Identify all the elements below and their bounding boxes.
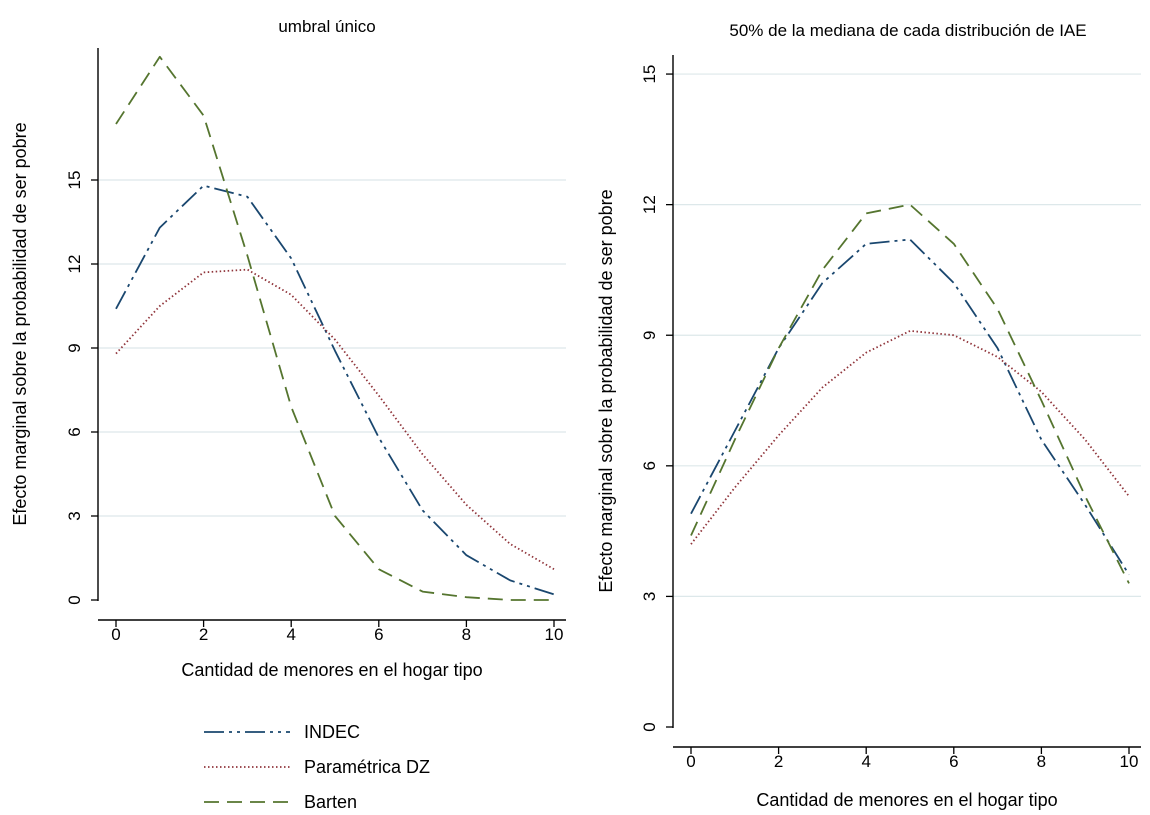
chart-title: umbral único <box>278 17 375 36</box>
y-tick-label: 0 <box>640 722 659 731</box>
y-tick-label: 15 <box>65 171 84 190</box>
y-axis-label: Efecto marginal sobre la probabilidad de… <box>596 189 616 592</box>
series-line-param-trica-dz <box>115 268 555 570</box>
series-line-barten <box>115 55 554 601</box>
series-line-indec <box>690 238 1130 576</box>
panel-mediana-iae: 0 3 6 9 12 15 0 2 4 6 8 10 50% de la mediana de cada… <box>596 21 1141 810</box>
y-tick-label: 3 <box>65 511 84 520</box>
x-axis-label: Cantidad de menores en el hogar tipo <box>181 660 482 680</box>
y-tick-label: 3 <box>640 592 659 601</box>
x-tick-label: 4 <box>861 752 870 771</box>
y-tick-label: 12 <box>65 255 84 274</box>
x-tick-label: 0 <box>686 752 695 771</box>
legend: INDEC Paramétrica DZ Barten <box>204 722 430 812</box>
y-tick-label: 12 <box>640 195 659 214</box>
x-tick-label: 10 <box>1120 752 1139 771</box>
x-tick-label: 8 <box>1037 752 1046 771</box>
x-tick-label: 0 <box>111 625 120 644</box>
x-tick-label: 10 <box>545 625 564 644</box>
series-line-barten <box>690 203 1130 584</box>
y-axis-label: Efecto marginal sobre la probabilidad de… <box>10 122 30 525</box>
chart-title: 50% de la mediana de cada distribución d… <box>729 21 1086 40</box>
y-tick-label: 0 <box>65 595 84 604</box>
y-tick-label: 6 <box>640 461 659 470</box>
legend-label: INDEC <box>304 722 360 742</box>
y-tick-label: 9 <box>640 331 659 340</box>
y-tick-label: 15 <box>640 65 659 84</box>
y-tick-label: 9 <box>65 343 84 352</box>
x-tick-label: 2 <box>199 625 208 644</box>
y-tick-label: 6 <box>65 427 84 436</box>
series-line-param-trica-dz <box>690 329 1130 545</box>
x-tick-label: 8 <box>462 625 471 644</box>
legend-label: Paramétrica DZ <box>304 757 430 777</box>
x-tick-label: 6 <box>949 752 958 771</box>
legend-label: Barten <box>304 792 357 812</box>
x-tick-label: 2 <box>774 752 783 771</box>
x-axis-label: Cantidad de menores en el hogar tipo <box>756 790 1057 810</box>
x-tick-label: 4 <box>286 625 295 644</box>
series-line-indec <box>115 184 555 596</box>
panel-umbral-unico: 0 3 6 9 12 15 0 2 4 6 8 10 umbral único Cantidad de m… <box>10 17 566 680</box>
x-tick-label: 6 <box>374 625 383 644</box>
